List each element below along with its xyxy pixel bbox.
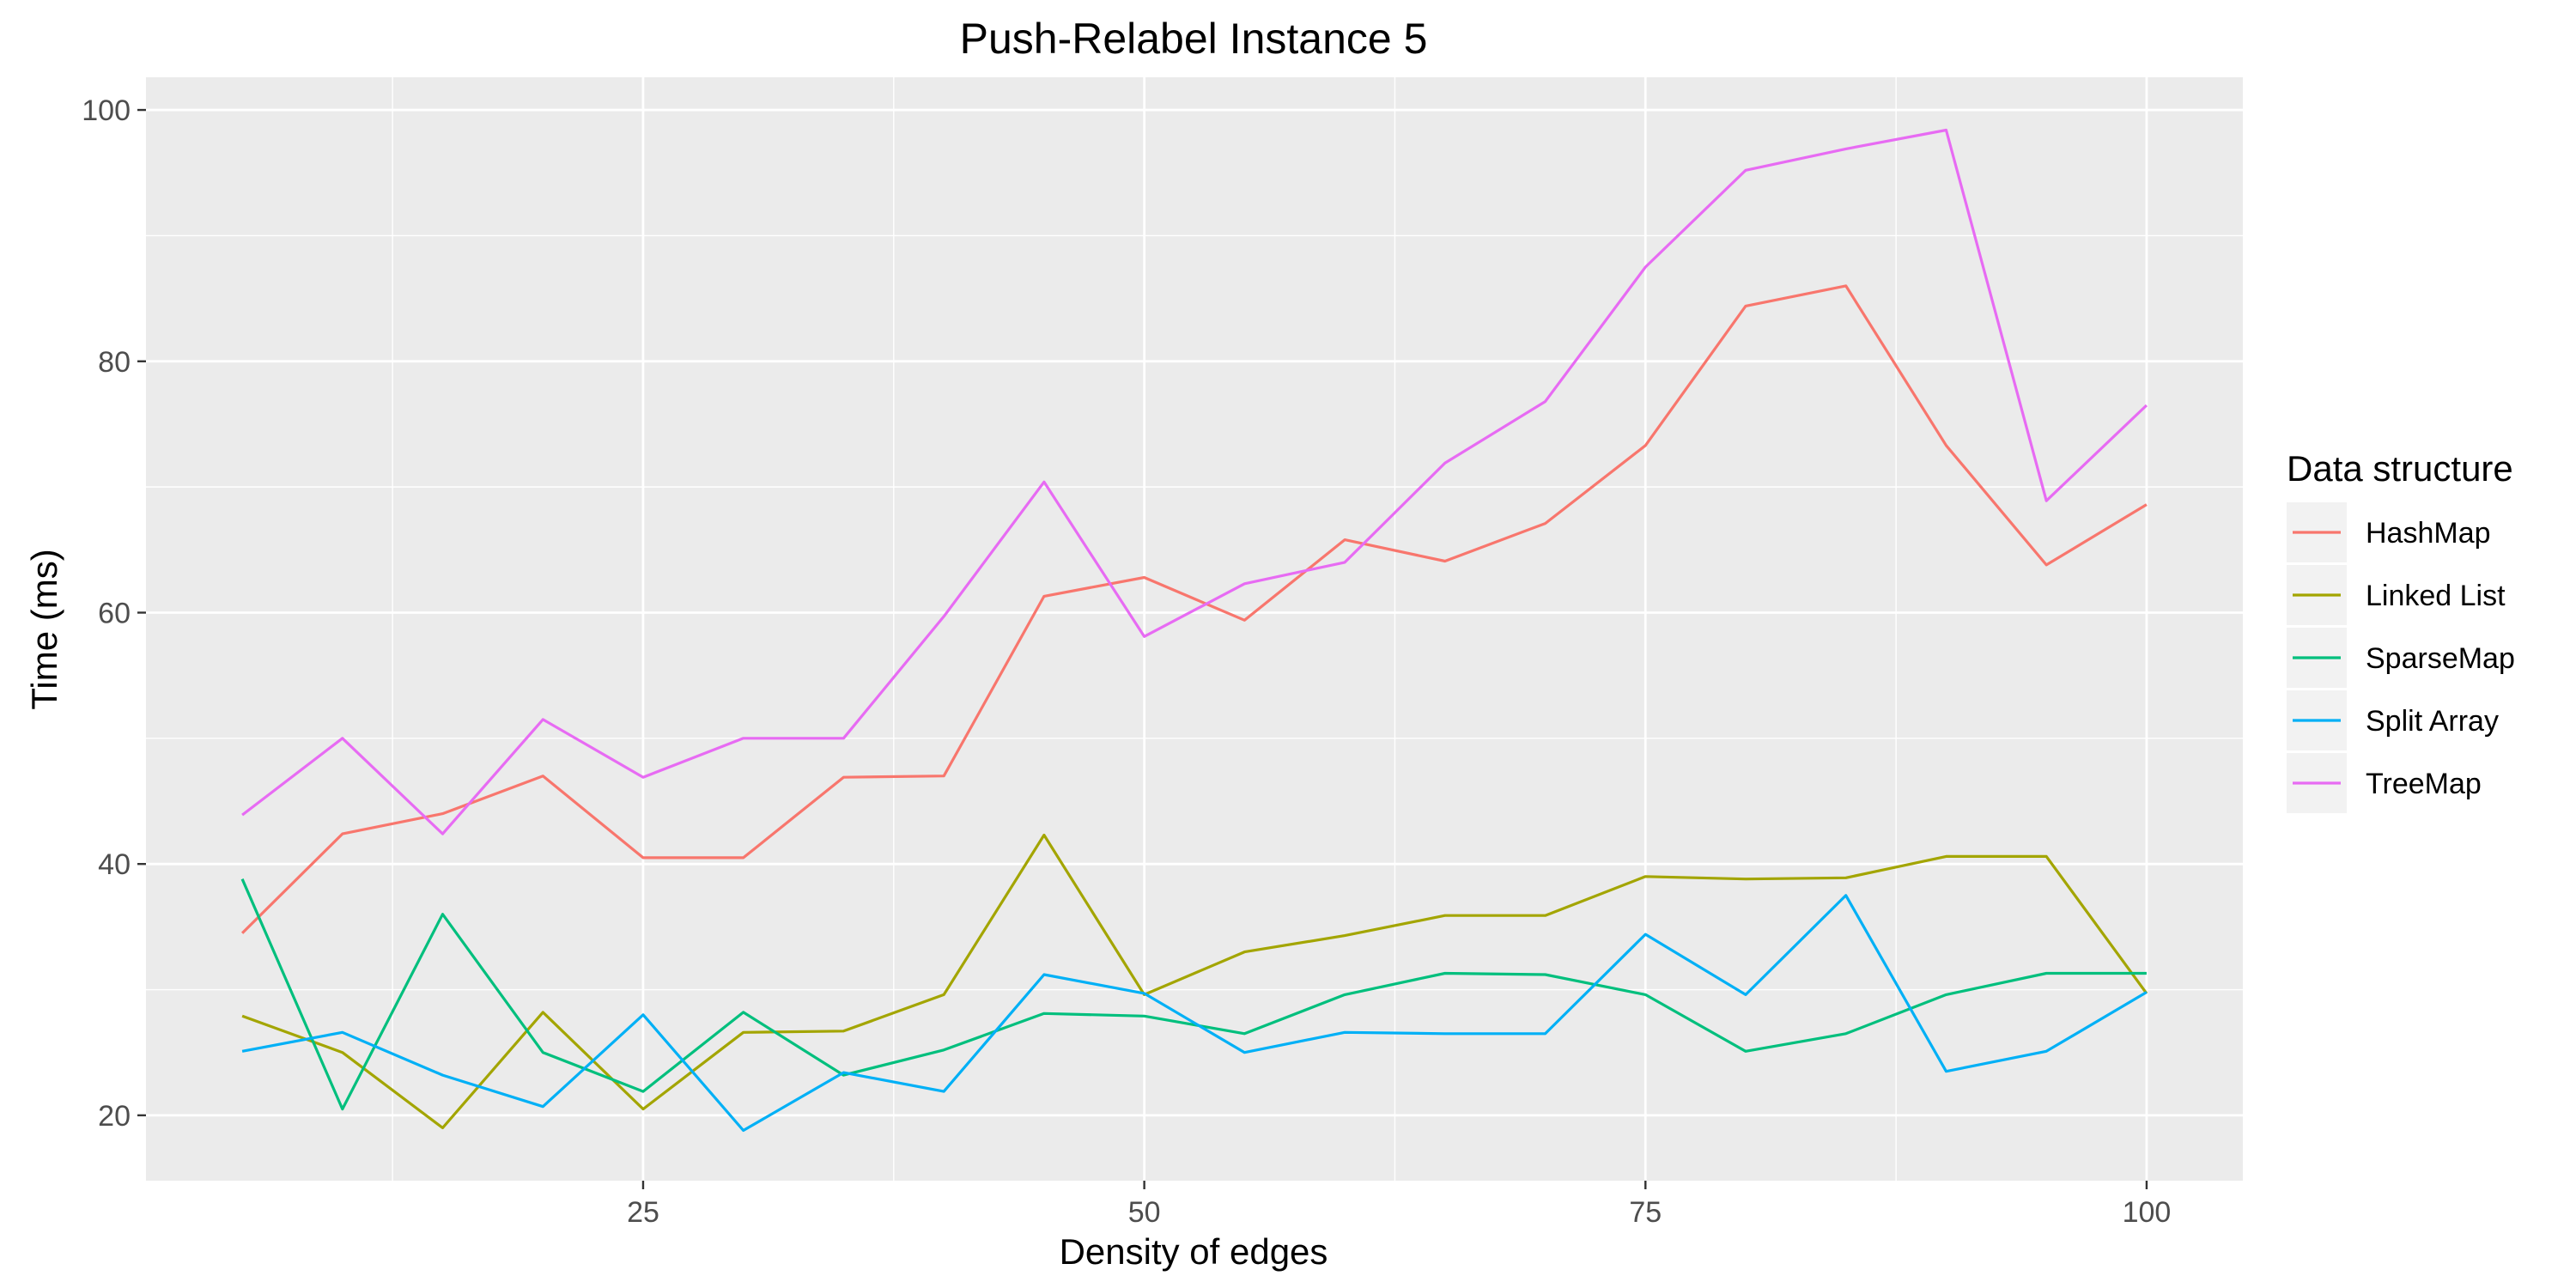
x-tick-label: 25 (627, 1196, 659, 1229)
legend: Data structure HashMap Linked List SparseM… (2287, 448, 2515, 813)
legend-item-sparsemap: SparseMap (2287, 628, 2515, 688)
series-lines (240, 128, 2148, 1133)
series-line-linked-list (241, 833, 2148, 1130)
y-tick-label: 20 (98, 1100, 131, 1133)
legend-label: SparseMap (2366, 642, 2515, 675)
legend-title: Data structure (2287, 448, 2513, 489)
y-tick-label: 40 (98, 848, 131, 881)
y-tick-label: 100 (82, 94, 131, 127)
chart-title: Push-Relabel Instance 5 (960, 15, 1428, 63)
plot-panel (146, 77, 2243, 1181)
legend-item-split-array: Split Array (2287, 690, 2499, 750)
legend-label: Split Array (2366, 705, 2499, 738)
y-tick-label: 60 (98, 597, 131, 629)
x-axis-title: Density of edges (1060, 1231, 1328, 1272)
x-tick-label: 50 (1128, 1196, 1161, 1229)
grid-lines (146, 77, 2243, 1181)
legend-item-linked-list: Linked List (2287, 565, 2506, 625)
axis-ticks: 25 50 75 100 20 40 60 80 100 (82, 94, 2171, 1229)
series-line-hashmap (240, 284, 2148, 934)
series-line-treemap (241, 128, 2148, 835)
legend-item-hashmap: HashMap (2287, 502, 2491, 562)
y-tick-label: 80 (98, 346, 131, 379)
x-tick-label: 75 (1629, 1196, 1662, 1229)
legend-label: HashMap (2366, 517, 2491, 550)
legend-item-treemap: TreeMap (2287, 753, 2482, 813)
y-axis-title: Time (ms) (24, 549, 64, 709)
series-line-sparsemap (240, 878, 2147, 1111)
legend-label: Linked List (2366, 580, 2506, 612)
series-line-split-array (241, 894, 2148, 1133)
x-tick-label: 100 (2123, 1196, 2172, 1229)
legend-label: TreeMap (2366, 768, 2482, 800)
